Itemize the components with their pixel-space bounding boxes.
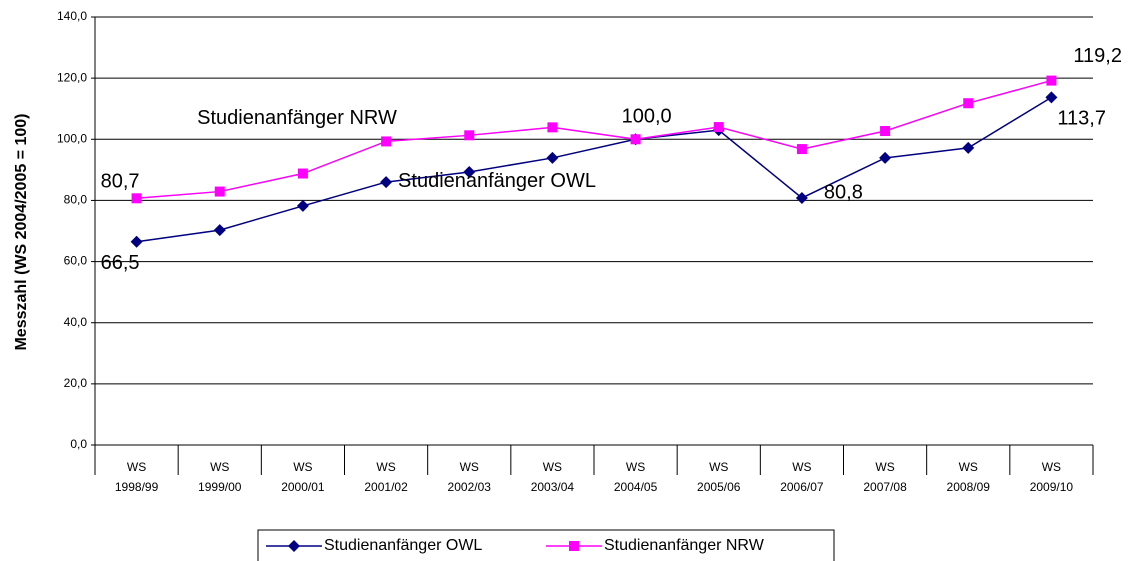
y-axis-label: Messzahl (WS 2004/2005 = 100) [13,113,30,350]
marker [795,191,808,204]
legend-marker [288,540,300,552]
marker [131,193,142,204]
marker [130,235,143,248]
x-tick-label: WS 2008/09 [946,460,990,494]
marker [214,186,225,197]
x-tick-label: WS 2001/02 [364,460,408,494]
marker [463,165,476,178]
marker [963,98,974,109]
marker [381,136,392,147]
value-label: 80,8 [824,181,863,203]
y-tick-label: 20,0 [64,376,88,390]
y-tick-label: 120,0 [57,70,87,84]
marker [464,130,475,141]
marker [880,126,891,137]
marker [630,134,641,145]
marker [380,176,393,189]
marker [713,122,724,133]
marker [1046,75,1057,86]
y-tick-label: 100,0 [57,131,87,145]
marker [796,144,807,155]
x-tick-label: WS 2002/03 [447,460,491,494]
marker [546,151,559,164]
marker [297,168,308,179]
value-label: 100,0 [622,106,672,128]
value-label: 113,7 [1057,108,1106,130]
x-tick-label: WS 2007/08 [863,460,907,494]
legend-marker [569,541,579,551]
marker [1045,91,1058,104]
value-label: 66,5 [101,252,140,274]
value-label: 80,7 [101,171,140,193]
x-tick-label: WS 2003/04 [530,460,575,494]
x-tick-label: WS 2009/10 [1029,460,1074,494]
marker [962,141,975,154]
x-tick-label: WS 2000/01 [281,460,325,494]
y-tick-label: 140,0 [57,9,87,23]
annotation: Studienanfänger NRW [197,107,397,129]
y-tick-label: 40,0 [64,315,88,329]
annotation: Studienanfänger OWL [398,170,596,192]
marker [547,122,558,133]
series-line [136,96,1052,243]
y-tick-label: 80,0 [64,193,88,207]
y-tick-label: 60,0 [64,254,88,268]
marker [296,199,309,212]
series-line [136,79,1052,200]
x-tick-label: WS 1999/00 [198,460,242,494]
legend-label: Studienanfänger OWL [324,537,482,554]
value-label: 119,2 [1073,45,1122,67]
legend-label: Studienanfänger NRW [604,537,765,554]
marker [879,151,892,164]
x-tick-label: WS 2005/06 [697,460,741,494]
x-tick-label: WS 1998/99 [114,460,159,494]
x-tick-label: WS 2006/07 [780,460,824,494]
x-tick-label: WS 2004/05 [613,460,658,494]
marker [213,224,226,237]
y-tick-label: 0,0 [70,437,87,451]
